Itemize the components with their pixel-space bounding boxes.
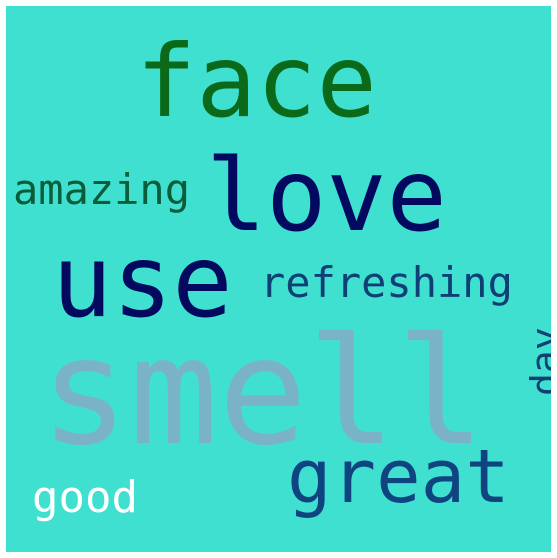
- word-amazing: amazing: [13, 165, 191, 214]
- word-cloud-canvas: smell face love use great amazing refres…: [6, 6, 551, 552]
- word-refreshing: refreshing: [260, 258, 513, 307]
- word-love: love: [206, 137, 447, 254]
- word-use: use: [52, 223, 233, 340]
- word-day: day: [523, 327, 551, 396]
- word-good: good: [32, 472, 138, 523]
- word-smell: smell: [40, 306, 486, 478]
- word-great: great: [287, 434, 510, 520]
- word-face: face: [136, 23, 377, 140]
